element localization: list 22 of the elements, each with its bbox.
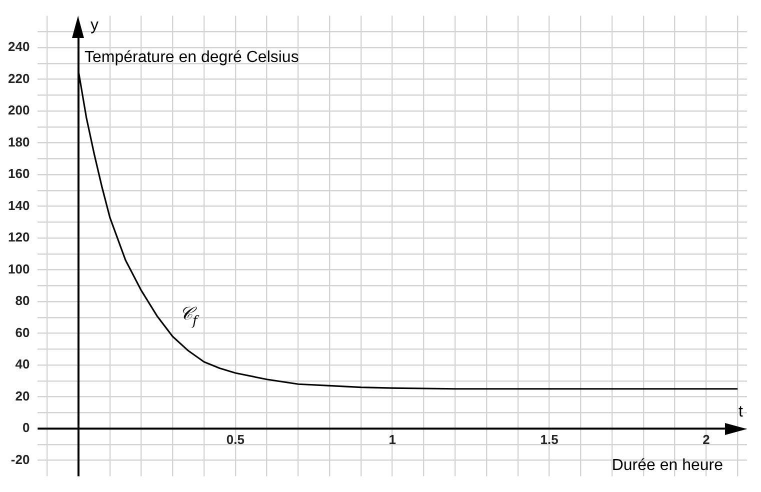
annotation: Durée en heure bbox=[612, 457, 724, 474]
y-tick-label: 120 bbox=[8, 230, 30, 245]
x-axis-title: t bbox=[738, 404, 744, 421]
y-tick-label: 20 bbox=[15, 388, 30, 404]
x-tick-label: 0.5 bbox=[226, 432, 244, 447]
y-tick-label: 40 bbox=[15, 356, 30, 372]
x-tick-label: 2 bbox=[702, 432, 710, 447]
x-tick-label: 1 bbox=[388, 432, 396, 447]
y-tick-label: 80 bbox=[15, 293, 30, 308]
y-tick-label: 100 bbox=[8, 261, 30, 276]
annotation: Température en degré Celsius bbox=[84, 48, 299, 66]
y-axis-title: y bbox=[90, 16, 98, 34]
y-tick-label: 220 bbox=[8, 70, 30, 86]
y-tick-label: 160 bbox=[8, 166, 30, 182]
y-tick-label: 180 bbox=[8, 134, 30, 150]
y-tick-label: 200 bbox=[8, 102, 30, 118]
y-tick-label: 0 bbox=[22, 420, 30, 436]
y-tick-label: -20 bbox=[10, 452, 30, 467]
y-tick-label: 240 bbox=[8, 39, 30, 54]
y-tick-label: 140 bbox=[8, 198, 30, 213]
y-tick-label: 60 bbox=[15, 324, 30, 340]
x-tick-label: 1.5 bbox=[540, 432, 558, 447]
